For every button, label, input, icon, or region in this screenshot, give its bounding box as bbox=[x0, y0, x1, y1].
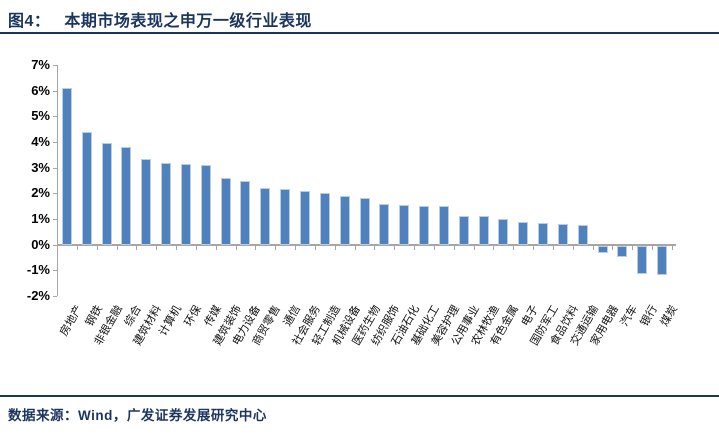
y-axis-label: -2% bbox=[26, 288, 50, 303]
y-axis-label: -1% bbox=[26, 262, 50, 278]
y-axis-tick bbox=[53, 296, 57, 297]
bar bbox=[299, 190, 310, 245]
x-axis-tick bbox=[314, 245, 316, 250]
bar bbox=[260, 188, 271, 245]
x-axis-tick bbox=[334, 245, 336, 250]
y-axis-label: 2% bbox=[31, 185, 50, 201]
bar bbox=[359, 198, 370, 245]
y-axis-label: 0% bbox=[31, 236, 50, 252]
x-axis-tick bbox=[493, 245, 495, 250]
x-axis-tick bbox=[672, 245, 673, 250]
bar bbox=[200, 165, 211, 245]
x-axis-tick bbox=[374, 245, 376, 250]
bar bbox=[657, 245, 668, 276]
bar bbox=[61, 88, 72, 245]
y-axis-tick bbox=[53, 90, 57, 92]
y-axis-tick bbox=[53, 116, 57, 118]
x-axis-tick bbox=[572, 245, 574, 250]
y-axis-label: 6% bbox=[31, 82, 50, 98]
bar bbox=[577, 225, 588, 245]
x-axis-label: 汽车 bbox=[619, 303, 641, 329]
bar bbox=[478, 216, 489, 245]
bar bbox=[557, 224, 568, 245]
figure-header: 图4： 本期市场表现之申万一级行业表现 bbox=[8, 7, 312, 31]
bar bbox=[161, 162, 172, 245]
y-axis-tick bbox=[53, 244, 57, 246]
bar bbox=[438, 206, 449, 245]
bar bbox=[220, 177, 231, 245]
bar bbox=[121, 147, 132, 245]
y-axis-line bbox=[57, 65, 58, 296]
x-axis-tick bbox=[96, 245, 98, 250]
y-axis-label: 5% bbox=[31, 108, 50, 124]
bar bbox=[379, 203, 390, 245]
x-axis-tick bbox=[76, 245, 78, 250]
y-axis-tick bbox=[53, 270, 57, 272]
x-axis-tick bbox=[354, 245, 356, 250]
y-axis-tick bbox=[53, 142, 57, 143]
y-axis-tick bbox=[53, 219, 57, 220]
y-axis-label: 7% bbox=[31, 57, 50, 72]
x-axis-tick bbox=[652, 245, 654, 250]
bar bbox=[240, 180, 251, 245]
bar bbox=[617, 245, 628, 258]
bar bbox=[458, 216, 469, 245]
footer-divider bbox=[0, 395, 719, 397]
bar bbox=[637, 245, 648, 274]
x-axis-tick bbox=[592, 245, 594, 250]
bar bbox=[399, 204, 410, 245]
y-axis-label: 1% bbox=[31, 211, 50, 226]
x-axis-line bbox=[57, 243, 676, 246]
x-axis-tick bbox=[533, 245, 535, 250]
y-axis-tick bbox=[53, 65, 57, 66]
x-axis-tick bbox=[255, 245, 257, 250]
bar bbox=[280, 189, 291, 245]
x-axis-label: 银行 bbox=[638, 303, 661, 329]
x-axis-tick bbox=[195, 245, 197, 250]
bar bbox=[339, 195, 350, 245]
x-axis-tick bbox=[612, 245, 614, 250]
x-axis-tick bbox=[116, 245, 118, 250]
x-axis-tick bbox=[473, 245, 475, 250]
bar bbox=[419, 206, 430, 245]
x-axis-tick bbox=[513, 245, 515, 250]
bar bbox=[597, 245, 608, 254]
x-axis-tick bbox=[394, 245, 396, 250]
bar bbox=[538, 222, 549, 245]
x-axis-tick bbox=[235, 245, 237, 250]
x-axis-tick bbox=[176, 245, 178, 250]
y-axis-tick bbox=[53, 167, 57, 169]
figure-title: 本期市场表现之申万一级行业表现 bbox=[64, 13, 312, 30]
y-axis-label: 3% bbox=[31, 159, 50, 175]
bar bbox=[141, 158, 152, 245]
title-divider bbox=[0, 32, 719, 34]
bar bbox=[319, 193, 330, 245]
bar bbox=[518, 221, 529, 245]
x-axis-label: 煤炭 bbox=[658, 303, 681, 329]
y-axis-tick bbox=[53, 193, 57, 195]
figure-tag: 图4： bbox=[8, 13, 51, 30]
x-axis-tick bbox=[57, 245, 58, 250]
x-axis-tick bbox=[215, 245, 217, 250]
x-axis-tick bbox=[156, 245, 158, 250]
data-source: 数据来源：Wind，广发证券发展研究中心 bbox=[8, 408, 267, 423]
x-axis-tick bbox=[414, 245, 416, 250]
bar bbox=[498, 219, 509, 245]
x-axis-tick bbox=[433, 245, 435, 250]
bar bbox=[81, 131, 92, 245]
y-axis-label: 4% bbox=[31, 134, 50, 149]
x-axis-tick bbox=[275, 245, 277, 250]
bar bbox=[180, 163, 191, 245]
x-axis-tick bbox=[453, 245, 455, 250]
x-axis-label: 环保 bbox=[182, 303, 204, 329]
industry-performance-bar-chart: 7% 6% 5% 4% 3% 2% 1% 0% -1% -2% 房地产 钢铁 非银金融 综合 建筑材料 计算机… bbox=[26, 57, 681, 348]
x-axis-tick bbox=[136, 245, 138, 250]
x-axis-tick bbox=[632, 245, 634, 250]
x-axis-tick bbox=[295, 245, 297, 250]
x-axis-tick bbox=[552, 245, 554, 250]
bar bbox=[101, 143, 112, 245]
